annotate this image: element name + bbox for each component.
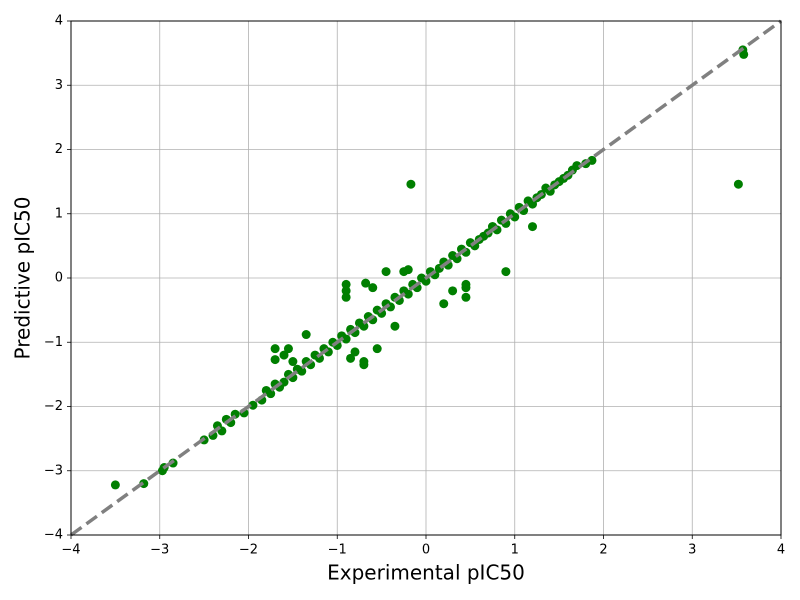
data-point	[421, 276, 431, 286]
data-point	[341, 286, 351, 296]
data-point	[301, 330, 311, 340]
data-point	[279, 350, 289, 360]
x-tick-label: −1	[328, 543, 347, 558]
x-tick-label: 4	[777, 543, 785, 558]
data-point	[270, 344, 280, 354]
y-tick-label: −2	[44, 399, 63, 414]
x-tick-label: −4	[61, 543, 80, 558]
data-point	[461, 292, 471, 302]
data-point	[359, 321, 369, 331]
data-point	[528, 199, 537, 209]
x-tick-label: −3	[150, 543, 169, 558]
data-point	[359, 357, 369, 367]
data-point	[368, 283, 378, 293]
data-point	[110, 480, 120, 490]
data-point	[501, 267, 511, 277]
data-point	[403, 265, 413, 275]
y-tick-label: 3	[55, 78, 63, 93]
data-point	[390, 321, 400, 331]
data-point	[739, 49, 749, 59]
y-tick-label: 4	[55, 14, 63, 29]
data-point	[361, 278, 371, 288]
data-point	[403, 289, 413, 299]
y-tick-label: −4	[44, 528, 63, 543]
data-point	[587, 155, 597, 165]
data-point	[452, 254, 462, 264]
x-tick-label: −2	[239, 543, 258, 558]
data-point	[528, 222, 537, 232]
y-tick-label: −1	[44, 335, 63, 350]
data-point	[270, 355, 280, 365]
data-point	[350, 347, 360, 357]
data-point	[297, 366, 307, 376]
x-tick-label: 1	[511, 543, 519, 558]
y-tick-label: −3	[44, 463, 63, 478]
data-point	[733, 179, 743, 189]
plot-frame	[70, 20, 782, 536]
reference-line	[69, 19, 783, 537]
data-point	[288, 357, 298, 367]
data-point	[406, 179, 416, 189]
data-point	[283, 344, 293, 354]
data-point	[439, 299, 449, 309]
data-point	[381, 267, 391, 277]
data-point	[572, 161, 582, 171]
y-axis-label: Predictive pIC50	[11, 197, 35, 360]
data-point	[266, 389, 276, 399]
data-point	[341, 292, 351, 302]
data-point	[346, 353, 356, 363]
x-tick-label: 3	[688, 543, 696, 558]
data-point	[341, 279, 351, 289]
y-tick-label: 1	[55, 206, 63, 221]
data-point	[461, 279, 471, 289]
data-point	[248, 400, 258, 410]
x-tick-label: 0	[422, 543, 430, 558]
data-point	[510, 212, 520, 222]
data-point	[448, 286, 458, 296]
data-point	[372, 344, 382, 354]
x-axis-label: Experimental pIC50	[327, 561, 525, 585]
y-tick-label: 0	[55, 271, 63, 286]
data-point	[341, 334, 351, 344]
y-tick-label: 2	[55, 142, 63, 157]
x-tick-label: 2	[599, 543, 607, 558]
